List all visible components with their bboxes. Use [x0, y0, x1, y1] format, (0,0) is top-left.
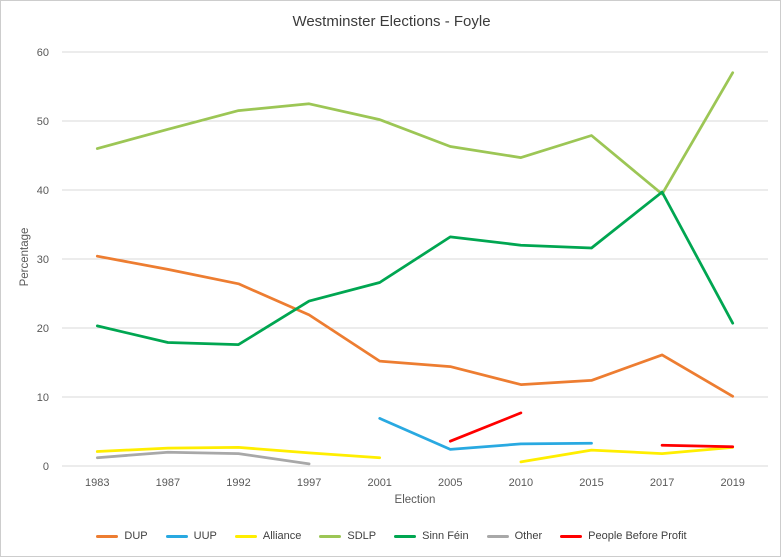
legend-item-dup: DUP [96, 530, 148, 542]
legend-label-sinn-f-in: Sinn Féin [422, 530, 469, 542]
y-tick-label-40: 40 [37, 185, 49, 197]
legend-swatch-dup [96, 534, 119, 538]
legend: DUP UUP Alliance SDLP Sinn Féin Other People B… [1, 530, 780, 542]
series-line-alliance [95, 446, 382, 460]
x-tick-label-2015: 2015 [579, 477, 603, 489]
x-tick-label-1987: 1987 [156, 477, 180, 489]
y-tick-label-30: 30 [37, 254, 49, 266]
series-line-sinn-f-in [95, 190, 735, 346]
series-line-people-before-profit [660, 443, 735, 449]
legend-label-other: Other [514, 530, 543, 542]
series-line-uup [378, 417, 593, 451]
legend-label-people-before-profit: People Before Profit [588, 530, 687, 542]
x-tick-label-2019: 2019 [720, 477, 744, 489]
legend-swatch-sinn-f-in [394, 534, 417, 538]
x-tick-label-1997: 1997 [297, 477, 321, 489]
legend-item-uup: UUP [165, 530, 217, 542]
legend-item-people-before-profit: People Before Profit [560, 530, 687, 542]
legend-label-dup: DUP [124, 530, 148, 542]
x-tick-label-2005: 2005 [438, 477, 462, 489]
x-tick-label-2001: 2001 [367, 477, 391, 489]
legend-swatch-people-before-profit [560, 534, 583, 538]
series-line-sdlp [95, 71, 735, 196]
legend-swatch-uup [165, 534, 188, 538]
y-tick-label-0: 0 [43, 461, 49, 473]
legend-label-sdlp: SDLP [347, 530, 377, 542]
y-tick-label-50: 50 [37, 116, 49, 128]
y-tick-label-10: 10 [37, 392, 49, 404]
y-tick-label-60: 60 [37, 47, 49, 59]
series-line-people-before-profit [448, 411, 523, 443]
legend-swatch-other [486, 534, 509, 538]
legend-label-alliance: Alliance [262, 530, 302, 542]
legend-swatch-alliance [234, 534, 257, 538]
series-line-alliance [519, 446, 735, 464]
chart-title: Westminster Elections - Foyle [292, 13, 491, 30]
y-tick-label-20: 20 [37, 323, 49, 335]
x-tick-label-2010: 2010 [509, 477, 533, 489]
x-tick-label-1983: 1983 [85, 477, 109, 489]
x-tick-label-2017: 2017 [650, 477, 674, 489]
series-line-other [95, 450, 311, 466]
legend-item-sinn-f-in: Sinn Féin [394, 530, 469, 542]
x-axis-title: Election [394, 494, 436, 506]
y-axis-title: Percentage [19, 227, 31, 287]
series-line-dup [95, 254, 735, 398]
x-tick-label-1992: 1992 [226, 477, 250, 489]
legend-item-alliance: Alliance [234, 530, 302, 542]
legend-item-other: Other [486, 530, 543, 542]
legend-item-sdlp: SDLP [319, 530, 376, 542]
legend-swatch-sdlp [319, 534, 342, 538]
legend-label-uup: UUP [193, 530, 217, 542]
